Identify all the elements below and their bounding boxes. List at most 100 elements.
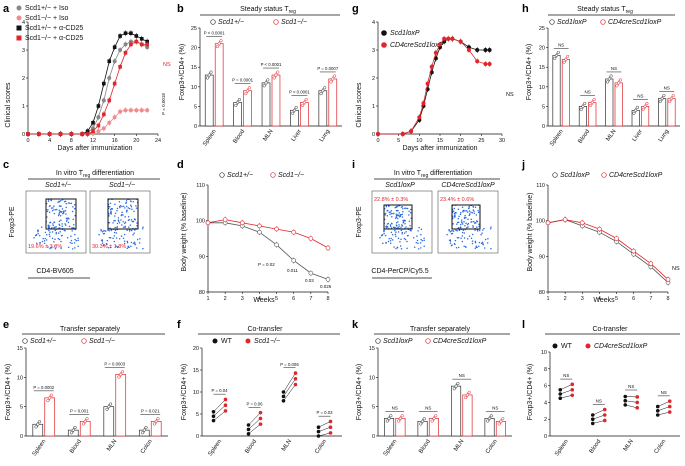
data-point	[667, 404, 672, 409]
chart-k-y-tick-label: 15	[369, 346, 375, 352]
flow-event	[109, 236, 112, 239]
data-point	[101, 98, 106, 103]
flow-event	[40, 226, 43, 228]
flow-event	[477, 211, 480, 214]
data-point	[634, 108, 638, 112]
flow-event	[390, 227, 393, 229]
ns-label-g: NS	[506, 92, 514, 98]
flow-event	[125, 201, 128, 204]
legend-marker	[16, 35, 22, 41]
flow-event	[98, 233, 100, 236]
p-value-label: P = 0.03	[316, 410, 333, 415]
panel-label-g: g	[352, 3, 359, 15]
chart-e-y-tick-label: 15	[17, 346, 23, 352]
data-point	[400, 132, 405, 136]
bar	[261, 82, 271, 127]
data-point	[487, 62, 492, 66]
flow-event	[403, 237, 406, 240]
ns-label-j: NS	[672, 266, 680, 272]
flow-event	[418, 226, 420, 229]
legend-label: Scd1loxP	[383, 338, 413, 345]
chart-h-y-tick-label: 15	[539, 65, 545, 71]
legend-marker	[273, 19, 279, 25]
legend-a: Scd1+/− + Iso Scd1−/− + Iso Scd1+/− + α-…	[16, 5, 83, 42]
panel-label-a: a	[3, 3, 10, 15]
flow-event	[408, 210, 410, 213]
chart-k-y-tick-label: 10	[369, 375, 375, 381]
flow-gate	[383, 204, 413, 230]
flow-event	[129, 224, 132, 226]
data-point	[328, 431, 333, 435]
flow-event	[384, 234, 387, 237]
data-point	[456, 381, 460, 386]
data-point	[139, 37, 144, 41]
data-point	[112, 81, 117, 86]
flow-event	[461, 231, 464, 234]
flow-event	[457, 236, 460, 239]
flow-event	[51, 226, 53, 229]
y-axis-title-j: Body weight (% baseline)	[527, 193, 534, 272]
data-point	[607, 77, 611, 81]
flow-x-label: CD4-BV605	[36, 268, 73, 275]
flow-event	[481, 232, 483, 234]
flow-event	[113, 235, 116, 237]
chart-g-y-tick-label: 2	[372, 76, 375, 82]
flow-event	[387, 209, 389, 212]
data-point	[590, 421, 595, 426]
data-point	[123, 108, 128, 113]
chart-a-y-tick-label: 4	[22, 20, 25, 26]
data-point	[564, 57, 568, 61]
data-point	[154, 419, 158, 423]
legend-marker	[212, 338, 218, 344]
flow-event	[471, 240, 474, 242]
data-point	[301, 103, 305, 107]
data-point	[274, 242, 279, 248]
flow-event	[123, 233, 126, 236]
legend-marker	[210, 19, 216, 25]
pvalue-a: P = 0.0018	[161, 93, 166, 115]
data-point	[209, 70, 213, 74]
flow-event	[397, 221, 399, 223]
chart-d-y-tick-label: 90	[199, 254, 205, 260]
chart-d-y-tick-label: 110	[196, 183, 205, 189]
flow-event	[472, 225, 474, 227]
ns-label: NS	[459, 373, 465, 378]
category-label: Blood	[418, 439, 432, 455]
flow-event	[46, 210, 49, 213]
flow-event	[458, 215, 460, 218]
flow-event	[49, 204, 51, 207]
flow-event	[474, 240, 477, 243]
bar	[103, 406, 115, 437]
bar	[115, 374, 127, 437]
flow-event	[395, 231, 397, 233]
data-point	[671, 94, 675, 98]
flow-event	[33, 236, 35, 239]
flow-event	[51, 237, 54, 239]
flow-value: 23.4% ± 0.6%	[440, 197, 474, 203]
data-point	[140, 431, 145, 435]
legend-marker	[375, 338, 381, 344]
flow-event	[49, 235, 51, 237]
flow-event	[61, 234, 63, 237]
flow-event	[449, 240, 452, 242]
flow-event	[74, 238, 76, 241]
flow-event	[48, 225, 51, 227]
data-point	[609, 74, 613, 78]
pair-line	[625, 404, 638, 409]
flow-event	[490, 247, 492, 250]
series-line	[207, 219, 329, 249]
data-point	[438, 42, 442, 47]
flow-event	[110, 213, 112, 215]
flow-event	[58, 224, 61, 226]
flow-event	[460, 221, 463, 223]
pair-line	[657, 406, 670, 412]
data-point	[417, 115, 422, 120]
flow-event	[71, 242, 73, 245]
flow-event	[406, 207, 409, 210]
data-point	[645, 101, 649, 106]
flow-event	[114, 215, 116, 217]
data-point	[316, 434, 321, 438]
data-point	[258, 416, 263, 421]
panel-title-f: Co-transfer	[247, 326, 283, 333]
